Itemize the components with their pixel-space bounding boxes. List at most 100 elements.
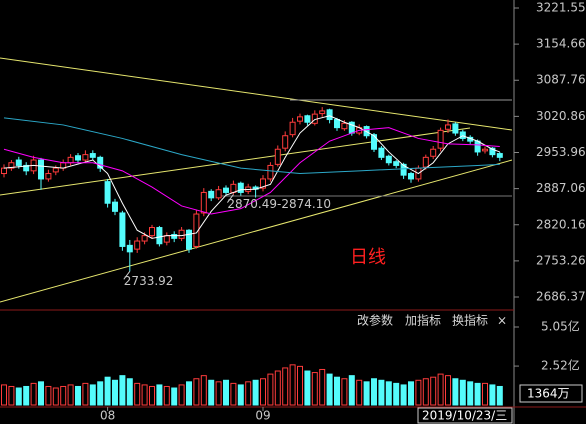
volume-bar (319, 368, 326, 406)
candle-body (400, 163, 407, 176)
volume-bar (304, 370, 311, 406)
volume-bar (23, 385, 30, 406)
candle-body (215, 189, 222, 199)
candle-body (45, 173, 52, 180)
y-tick-label: 2953.96 (536, 145, 586, 159)
volume-bar (311, 372, 318, 406)
volume-bar (126, 378, 133, 406)
volume-bar (326, 373, 333, 406)
volume-bar (415, 379, 422, 406)
volume-bar (134, 382, 141, 406)
y-tick-label: 2820.16 (536, 217, 586, 231)
candle-body (141, 235, 148, 242)
candle-body (82, 154, 89, 161)
toolbar-button[interactable]: 换指标 (452, 313, 488, 328)
volume-bar (459, 379, 466, 406)
trend-line (0, 127, 471, 196)
volume-bar (52, 387, 59, 406)
candle-body (134, 240, 141, 250)
candle-body (489, 147, 496, 156)
trend-line (0, 159, 513, 303)
candle-body (408, 173, 414, 180)
candle-body (104, 181, 111, 204)
candle-body (97, 156, 104, 169)
annotation: 2870.49-2874.10 (227, 197, 331, 211)
trend-line (0, 57, 513, 131)
y-tick-label: 2.52亿 (541, 358, 580, 373)
candle-body (282, 135, 289, 149)
candle-body (178, 229, 185, 239)
candle-body (171, 234, 178, 239)
volume-bar (341, 378, 348, 406)
volume-bar (215, 381, 222, 406)
candle-body (163, 235, 170, 243)
candle-body (223, 187, 229, 193)
candle-body (430, 148, 437, 157)
volume-bar (474, 382, 481, 406)
toolbar-button[interactable]: 改参数 (357, 313, 393, 328)
volume-bar (163, 385, 170, 406)
candle-body (474, 140, 481, 153)
annotation-arrow (226, 194, 234, 203)
volume-bar (141, 384, 148, 406)
y-tick-label: 2753.26 (536, 253, 586, 267)
candle-body (119, 212, 126, 247)
volume-bar (67, 384, 74, 406)
candle-body (289, 121, 296, 136)
volume-bar (356, 379, 363, 406)
moving-average (3, 115, 500, 239)
candle-body (200, 191, 207, 214)
volume-bar (119, 375, 126, 406)
candle-body (422, 156, 429, 168)
candle-body (459, 131, 466, 139)
volume-bar (1, 384, 7, 406)
volume-bar (467, 381, 474, 406)
volume-bar (15, 387, 22, 406)
candle-body (274, 148, 281, 165)
candle-body (67, 156, 74, 164)
volume-bar (178, 384, 185, 406)
y-tick-label: 3020.86 (536, 109, 586, 123)
volume-bar (30, 382, 37, 406)
volume-box (519, 384, 583, 403)
volume-bar (297, 365, 303, 406)
date-label: 2019/10/23/三 (422, 409, 507, 423)
candle-body (319, 110, 326, 115)
volume-bar (252, 379, 259, 406)
volume-bar (208, 379, 215, 406)
candle-body (89, 153, 96, 158)
volume-bar (193, 378, 200, 406)
moving-average (3, 127, 500, 215)
volume-bar (489, 384, 496, 406)
volume-bar (363, 381, 370, 406)
toolbar-close[interactable]: × (497, 314, 507, 328)
candle-body (393, 161, 400, 166)
candle-body (1, 167, 7, 175)
y-tick-label: 3221.55 (536, 1, 586, 15)
volume-bar (445, 375, 451, 406)
candle-body (341, 122, 348, 130)
volume-bar (75, 385, 81, 406)
volume-bar (237, 384, 244, 406)
y-tick-label: 2887.06 (536, 181, 586, 195)
candle-body (304, 115, 311, 123)
volume-bar (400, 384, 407, 406)
y-tick-label: 3154.66 (536, 37, 586, 51)
volume-bar (149, 385, 155, 406)
candle-body (326, 109, 333, 121)
candle-body (186, 229, 192, 250)
volume-bar (430, 376, 437, 406)
volume-bar (97, 381, 104, 406)
volume-bar (45, 385, 52, 406)
volume-bar (104, 376, 111, 406)
candle-body (267, 164, 274, 180)
candle-body (8, 162, 15, 169)
volume-bar (230, 382, 237, 406)
candle-body (23, 164, 30, 172)
toolbar-button[interactable]: 加指标 (405, 313, 441, 328)
volume-bar (82, 382, 89, 406)
candle-body (371, 134, 377, 150)
volume-bar (260, 378, 266, 406)
